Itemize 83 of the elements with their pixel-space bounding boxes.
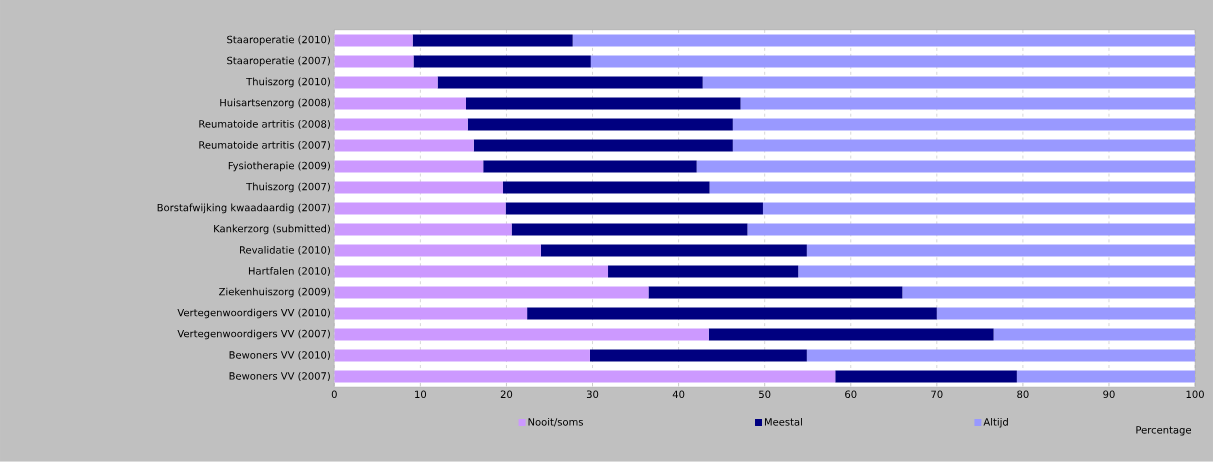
- bar: [540, 244, 807, 257]
- bar: [702, 76, 1196, 89]
- bar: [334, 139, 474, 152]
- bar: [334, 265, 609, 278]
- bar: [466, 97, 741, 110]
- bar: [413, 55, 591, 68]
- x-tick-label: 50: [759, 390, 771, 399]
- bar: [503, 181, 710, 194]
- bar: [740, 97, 1196, 110]
- x-tick-label: 10: [415, 390, 427, 399]
- bar: [473, 139, 733, 152]
- bar: [572, 34, 1196, 47]
- bar: [334, 370, 836, 383]
- bar: [708, 328, 994, 341]
- y-tick-label: Bewoners VV (2010): [229, 351, 330, 361]
- bar: [334, 286, 649, 299]
- y-tick-label: Thuiszorg (2007): [246, 182, 330, 193]
- bar: [993, 328, 1196, 341]
- bar: [334, 328, 709, 341]
- y-tick-label: Staaroperatie (2010): [227, 35, 330, 46]
- bar: [334, 307, 528, 320]
- bar: [589, 349, 807, 362]
- bar: [334, 55, 414, 68]
- y-tick-label: Thuiszorg (2010): [246, 77, 330, 88]
- legend-label: Altijd: [983, 418, 1008, 428]
- legend-label: Nooit/soms: [528, 418, 583, 427]
- bar: [732, 139, 1196, 152]
- bar: [467, 118, 733, 131]
- bar: [709, 181, 1196, 194]
- bar: [747, 223, 1196, 236]
- bar: [590, 55, 1196, 68]
- bar: [762, 202, 1196, 215]
- y-tick-label: Huisartsenzorg (2008): [220, 98, 330, 109]
- bar: [412, 34, 573, 47]
- bar: [835, 370, 1017, 383]
- y-tick-label: Revalidatie (2010): [240, 246, 330, 256]
- x-tick-label: 100: [1186, 390, 1204, 399]
- bar: [334, 97, 466, 110]
- bar: [334, 34, 413, 47]
- bar: [334, 349, 590, 362]
- legend-label: Meestal: [764, 418, 802, 426]
- bar: [505, 202, 763, 215]
- y-tick-label: Vertegenwoordigers VV (2007): [177, 329, 330, 340]
- bar: [798, 265, 1196, 278]
- x-axis-title: Percentage: [1136, 426, 1192, 436]
- bar: [902, 286, 1196, 299]
- bar: [527, 307, 937, 320]
- y-tick-label: Hartfalen (2010): [248, 267, 330, 277]
- y-tick-label: Ziekenhuiszorg (2009): [219, 287, 330, 298]
- y-tick-label: Bewoners VV (2007): [229, 372, 330, 382]
- bar: [732, 118, 1196, 131]
- bar: [608, 265, 799, 278]
- bar: [334, 160, 484, 173]
- bar: [334, 244, 541, 257]
- y-tick-label: Reumatoide artritis (2007): [199, 141, 330, 150]
- bar: [648, 286, 903, 299]
- x-tick-label: 20: [500, 390, 513, 399]
- bar: [806, 244, 1196, 257]
- x-tick-label: 80: [1017, 390, 1029, 399]
- y-tick-label: Staaroperatie (2007): [227, 56, 330, 67]
- x-tick-label: 40: [672, 390, 685, 399]
- bar: [334, 181, 504, 194]
- bar: [806, 349, 1196, 362]
- bar: [936, 307, 1196, 320]
- bar: [696, 160, 1196, 173]
- x-tick-label: 30: [586, 390, 599, 399]
- bar: [334, 118, 468, 131]
- bar: [334, 223, 512, 236]
- y-tick-label: Borstafwijking kwaadaardig (2007): [157, 203, 330, 214]
- y-tick-label: Vertegenwoordigers VV (2010): [177, 308, 330, 319]
- bar: [334, 76, 438, 89]
- bar: [334, 202, 506, 215]
- x-tick-label: 60: [845, 390, 857, 399]
- x-tick-label: 0: [331, 390, 337, 399]
- y-tick-label: Reumatoide artritis (2008): [199, 120, 330, 129]
- bar: [437, 76, 703, 89]
- bar: [483, 160, 697, 173]
- bar: [511, 223, 748, 236]
- bar: [1016, 370, 1196, 383]
- x-tick-label: 70: [931, 390, 943, 399]
- x-tick-label: 90: [1103, 390, 1115, 399]
- y-tick-label: Fysiotherapie (2009): [228, 161, 330, 172]
- y-tick-label: Kankerzorg (submitted): [214, 224, 330, 235]
